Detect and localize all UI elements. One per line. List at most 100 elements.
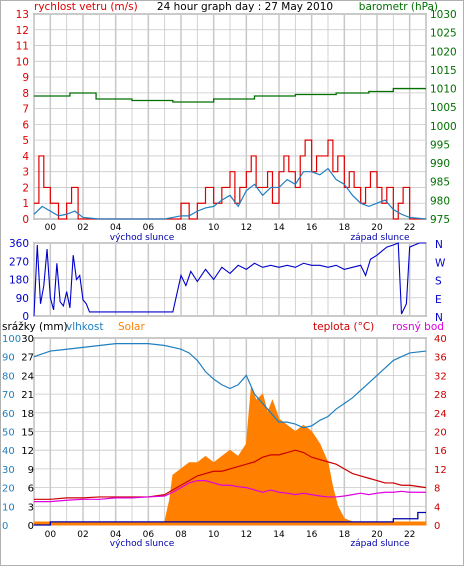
compass-label: S bbox=[435, 276, 442, 288]
humidity-axis-ticks: 0 10 20 30 40 50 60 70 80 90 100 bbox=[2, 334, 21, 532]
hour-tick-label: 02 bbox=[77, 530, 88, 540]
humidity-tick-label: 90 bbox=[2, 353, 15, 364]
hour-tick-label: 04 bbox=[110, 223, 122, 233]
wind-tick-label: 5 bbox=[22, 135, 29, 147]
wind-tick-label: 2 bbox=[22, 182, 29, 194]
wind-tick-label: 1 bbox=[22, 198, 29, 210]
barometer-tick-label: 990 bbox=[430, 158, 450, 170]
humidity-tick-label: 40 bbox=[2, 446, 15, 457]
temperature-tick-label: 4 bbox=[434, 502, 440, 513]
humidity-axis-label: vlhkost bbox=[66, 321, 104, 333]
hour-tick-label: 20 bbox=[371, 223, 383, 233]
direction-tick-label: 90 bbox=[16, 293, 29, 305]
hour-tick-label: 10 bbox=[208, 223, 220, 233]
direction-series bbox=[33, 242, 426, 317]
rain-tick-label: 12 bbox=[21, 446, 34, 457]
temperature-tick-label: 28 bbox=[434, 390, 447, 401]
graph-title: 24 hour graph day : 27 May 2010 bbox=[157, 1, 333, 13]
compass-label: E bbox=[435, 294, 442, 306]
rain-tick-label: 21 bbox=[21, 390, 34, 401]
rain-tick-label: 3 bbox=[28, 502, 34, 513]
hour-tick-label: 18 bbox=[339, 223, 351, 233]
hour-tick-label: 18 bbox=[339, 530, 351, 540]
solar-axis-label: Solar bbox=[118, 321, 145, 333]
barometer-tick-label: 995 bbox=[430, 139, 450, 151]
hour-tick-label: 12 bbox=[241, 530, 252, 540]
rain-tick-label: 27 bbox=[21, 353, 34, 364]
humidity-line bbox=[33, 343, 427, 429]
temperature-tick-label: 12 bbox=[434, 465, 447, 476]
temperature-tick-label: 16 bbox=[434, 446, 447, 457]
barometer-tick-label: 1020 bbox=[430, 46, 457, 58]
hour-tick-label: 16 bbox=[306, 223, 318, 233]
rain-axis-label: srážky (mm) bbox=[2, 321, 68, 333]
hour-tick-label: 14 bbox=[273, 530, 285, 540]
direction-tick-label: 180 bbox=[9, 275, 29, 287]
humidity-tick-label: 20 bbox=[2, 484, 15, 495]
direction-tick-label: 360 bbox=[9, 238, 29, 250]
sunset-label: západ slunce bbox=[350, 233, 410, 243]
hour-tick-label: 22 bbox=[404, 223, 415, 233]
temperature-tick-label: 32 bbox=[434, 371, 447, 382]
hour-tick-label: 20 bbox=[371, 530, 383, 540]
hour-tick-label: 06 bbox=[143, 223, 155, 233]
rain-tick-label: 15 bbox=[21, 428, 34, 439]
hour-tick-label: 00 bbox=[45, 530, 57, 540]
wind-tick-label: 11 bbox=[16, 41, 29, 53]
humidity-tick-label: 0 bbox=[2, 521, 8, 532]
temperature-tick-label: 0 bbox=[434, 521, 440, 532]
humidity-tick-label: 50 bbox=[2, 428, 15, 439]
wind-average-line bbox=[33, 167, 427, 220]
compass-label: W bbox=[435, 257, 446, 269]
temperature-tick-label: 20 bbox=[434, 428, 447, 439]
barometer-axis-ticks: 975 980 985 990 995 1000 1005 1010 1015 1020 1025 1… bbox=[430, 9, 457, 226]
humidity-tick-label: 10 bbox=[2, 502, 15, 513]
wind-axis-label: rychlost vetru (m/s) bbox=[34, 1, 138, 13]
rain-series bbox=[33, 343, 427, 526]
wind-direction-line bbox=[33, 242, 426, 317]
panel-wind-barometer: rychlost vetru (m/s) 24 hour graph day :… bbox=[16, 1, 457, 243]
barometer-tick-label: 1030 bbox=[430, 9, 457, 21]
barometer-tick-label: 1000 bbox=[430, 121, 457, 133]
compass-label: N bbox=[435, 239, 443, 251]
barometer-tick-label: 1005 bbox=[430, 102, 457, 114]
humidity-tick-label: 80 bbox=[2, 371, 15, 382]
barometer-tick-label: 1015 bbox=[430, 65, 457, 77]
temperature-axis-label: teplota (°C) bbox=[313, 321, 374, 333]
hour-tick-label: 16 bbox=[306, 530, 318, 540]
rain-tick-label: 24 bbox=[21, 371, 34, 382]
hour-tick-label: 22 bbox=[404, 530, 415, 540]
humidity-tick-label: 60 bbox=[2, 409, 15, 420]
temperature-tick-label: 8 bbox=[434, 484, 440, 495]
barometer-tick-label: 980 bbox=[430, 195, 450, 207]
hour-tick-label: 08 bbox=[175, 530, 187, 540]
barometer-line bbox=[34, 87, 426, 103]
temperature-tick-label: 24 bbox=[434, 409, 447, 420]
wind-tick-label: 4 bbox=[22, 151, 29, 163]
direction-tick-label: 270 bbox=[9, 256, 29, 268]
wind-hour-labels: 00 02 04 06 08 10 12 14 16 18 20 22 bbox=[45, 223, 416, 233]
dewpoint-axis-label: rosný bod bbox=[392, 321, 444, 333]
temperature-tick-label: 36 bbox=[434, 353, 447, 364]
hour-tick-label: 10 bbox=[208, 530, 220, 540]
sunset-label-2: západ slunce bbox=[350, 539, 410, 549]
wind-tick-label: 13 bbox=[16, 9, 29, 21]
hour-tick-label: 04 bbox=[110, 530, 122, 540]
barometer-tick-label: 975 bbox=[430, 214, 450, 226]
hour-tick-label: 08 bbox=[175, 223, 187, 233]
temperature-axis-ticks: 0 4 8 12 16 20 24 28 32 36 40 bbox=[434, 334, 447, 532]
wind-tick-label: 8 bbox=[22, 88, 29, 100]
rain-line bbox=[34, 511, 426, 526]
hour-tick-label: 12 bbox=[241, 223, 252, 233]
hour-tick-label: 00 bbox=[45, 223, 57, 233]
direction-axis-ticks: 0 90 180 270 360 bbox=[9, 238, 29, 323]
compass-label: N bbox=[435, 312, 443, 324]
humidity-tick-label: 30 bbox=[2, 465, 15, 476]
barometer-tick-label: 1025 bbox=[430, 28, 457, 40]
rain-tick-label: 9 bbox=[28, 465, 34, 476]
temperature-tick-label: 40 bbox=[434, 334, 447, 345]
hour-tick-label: 14 bbox=[273, 223, 285, 233]
barometer-tick-label: 1010 bbox=[430, 84, 457, 96]
dewpoint-line bbox=[34, 479, 426, 503]
